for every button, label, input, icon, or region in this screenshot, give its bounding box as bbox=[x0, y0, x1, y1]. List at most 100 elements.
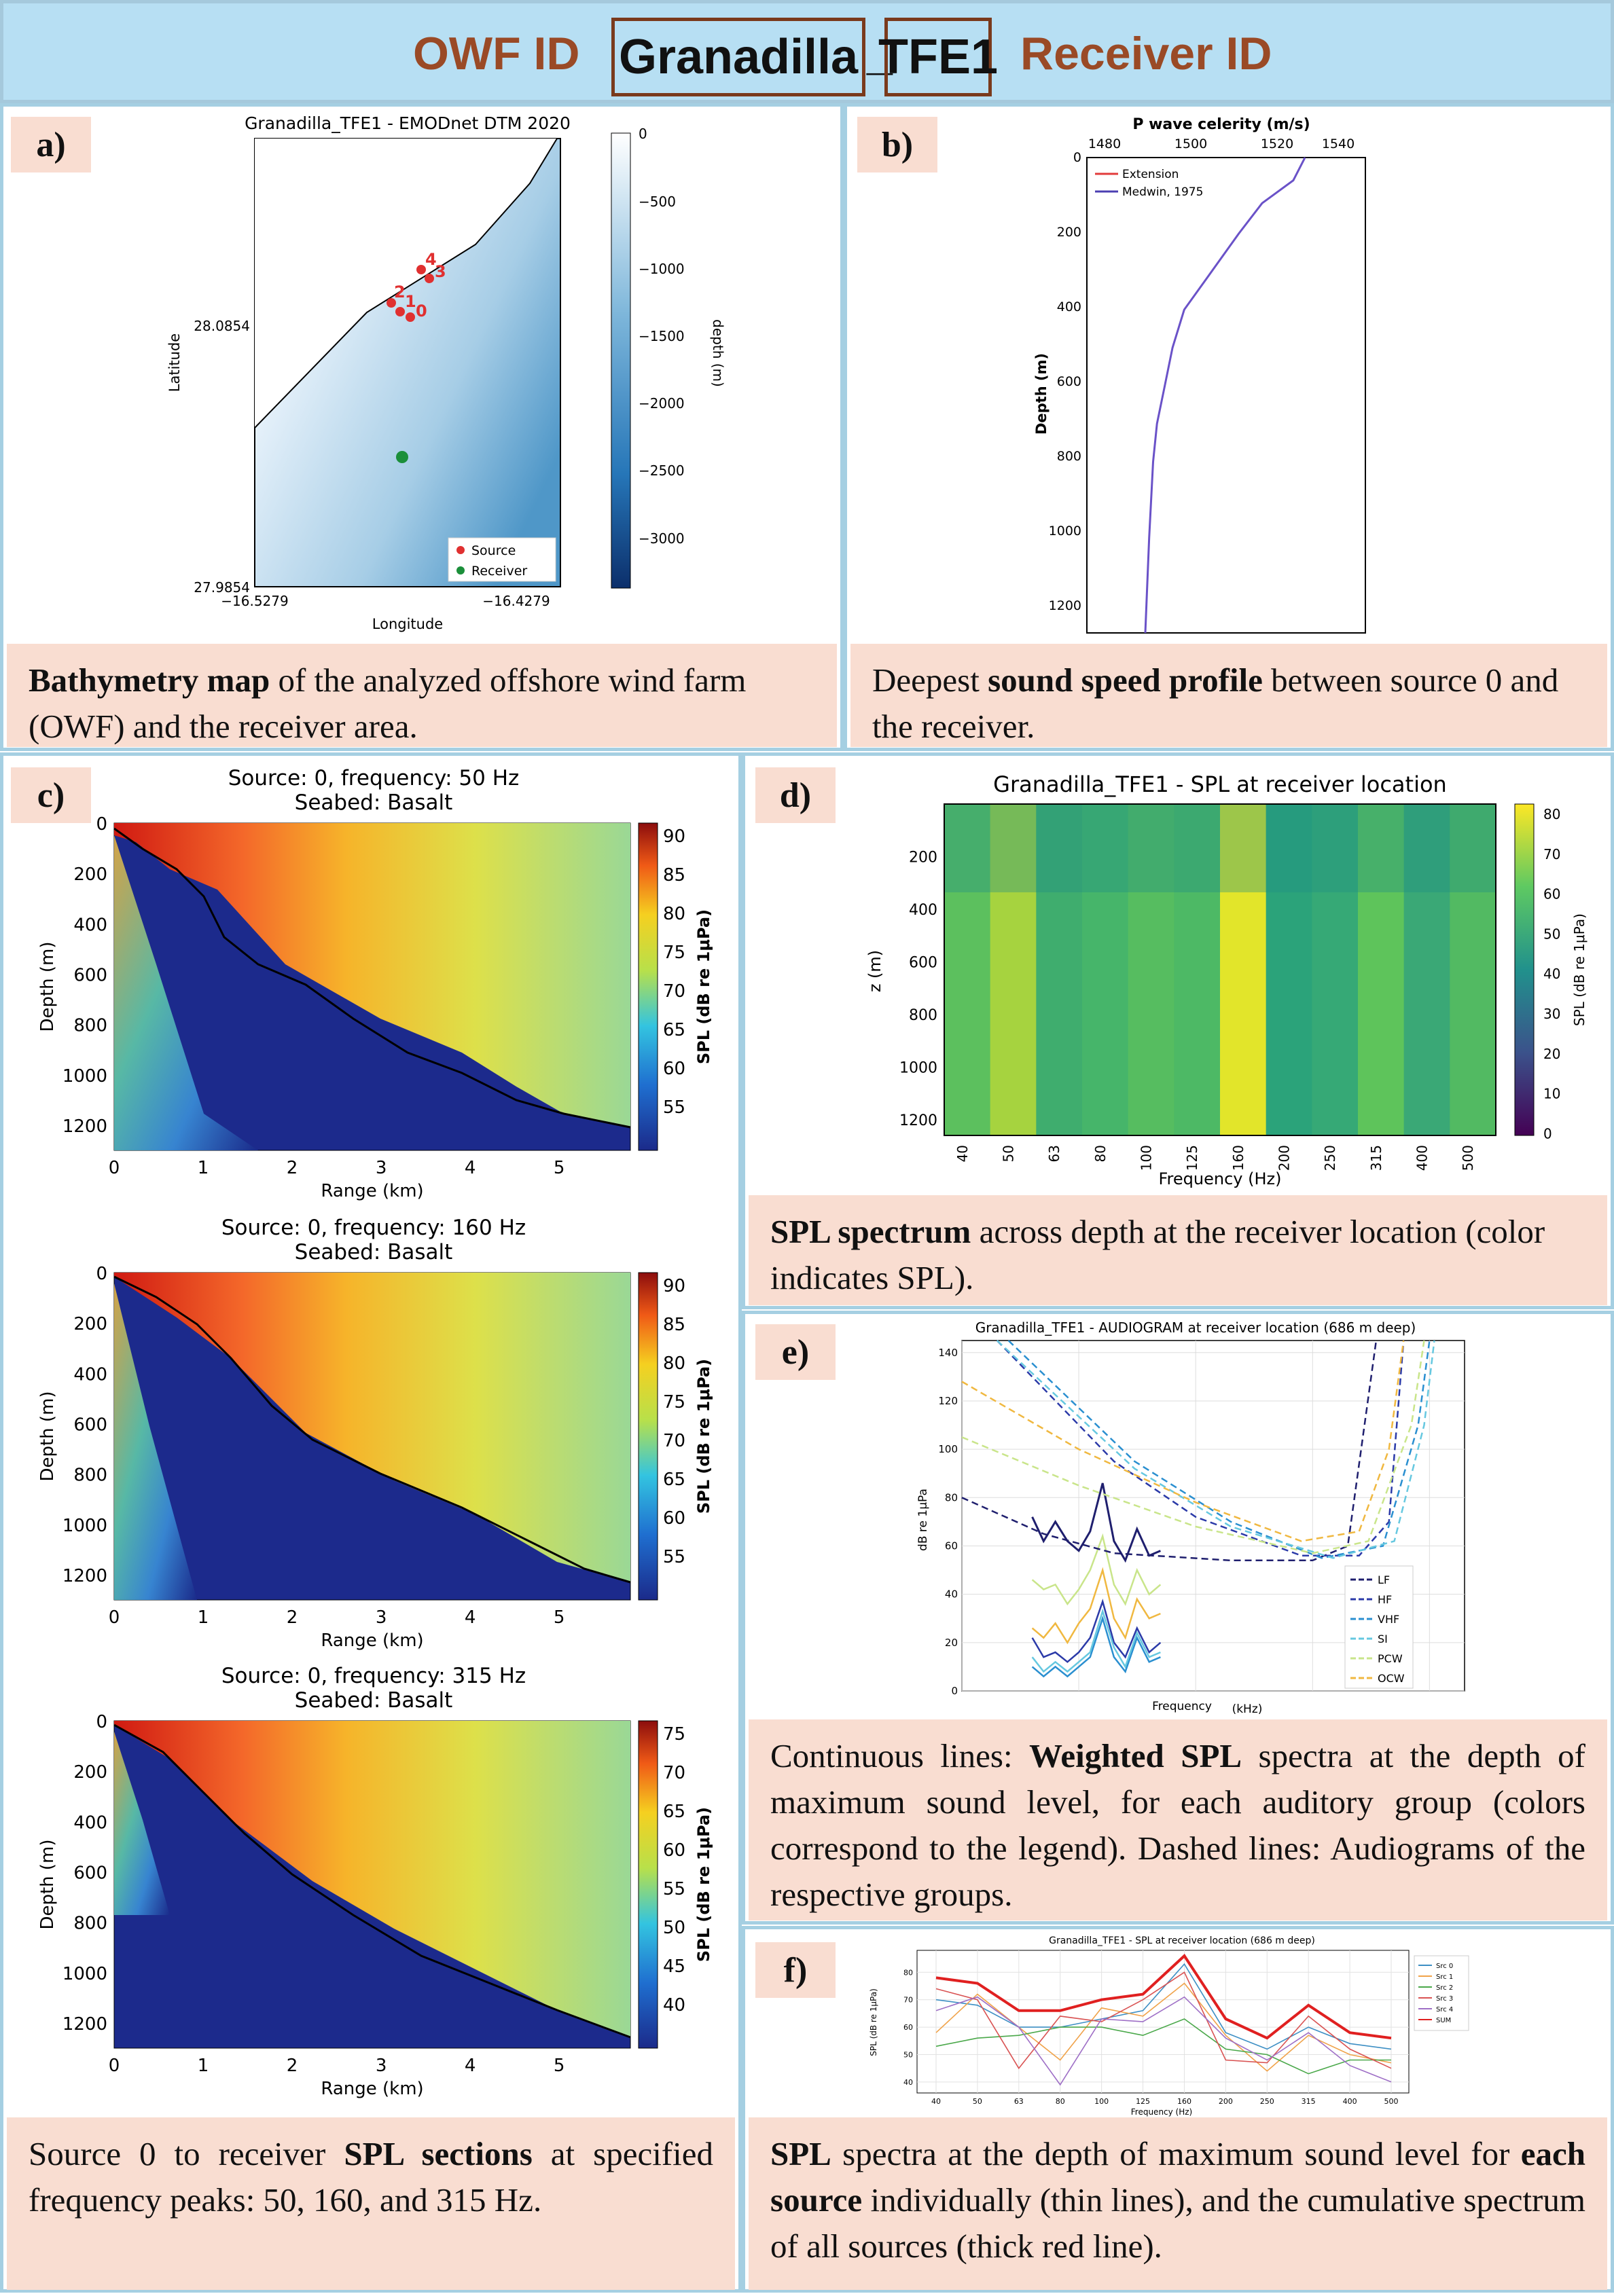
heatmap-xtick: 50 bbox=[1001, 1145, 1017, 1162]
heatmap-shade bbox=[1403, 804, 1450, 892]
section-ylabel: Depth (m) bbox=[37, 1839, 58, 1929]
section-cbar-tick: 75 bbox=[663, 1724, 685, 1745]
legend-label: HF bbox=[1378, 1593, 1392, 1606]
section-ytick: 200 bbox=[73, 1762, 107, 1783]
lon-tick-left: −16.5279 bbox=[221, 593, 288, 609]
heatmap-ytick: 400 bbox=[909, 902, 937, 919]
section-cbar-tick: 55 bbox=[663, 1547, 685, 1567]
audiogram-ocw bbox=[961, 1340, 1405, 1542]
heatmap-shade bbox=[1174, 804, 1221, 892]
section-cbar-tick: 40 bbox=[663, 1995, 685, 2016]
section-xtick: 1 bbox=[198, 1607, 209, 1628]
heatmap-column bbox=[944, 804, 991, 1135]
legend-label: VHF bbox=[1378, 1613, 1399, 1626]
section-xtick: 0 bbox=[109, 1607, 120, 1628]
heatmap-colorbar bbox=[1514, 803, 1535, 1136]
section-cbar-tick: 60 bbox=[663, 1059, 685, 1079]
heatmap-shade bbox=[944, 804, 991, 892]
ssp-xtick: 1520 bbox=[1261, 136, 1293, 151]
section-xtick: 1 bbox=[198, 2056, 209, 2076]
section-xtick: 5 bbox=[554, 1158, 565, 1178]
heatmap-shade bbox=[1312, 804, 1359, 892]
audiogram-vhf bbox=[1007, 1340, 1431, 1559]
section-cbar-tick: 85 bbox=[663, 1315, 685, 1335]
ssp-legend-medwin: Medwin, 1975 bbox=[1122, 185, 1203, 199]
map-ylabel: Latitude bbox=[166, 333, 183, 392]
coastline bbox=[254, 138, 558, 429]
caption-e: Continuous lines: Weighted SPL spectra a… bbox=[749, 1719, 1607, 1920]
spl-xtick: 400 bbox=[1343, 2097, 1357, 2106]
section-ytick: 0 bbox=[96, 1264, 107, 1284]
section-subtitle: Seabed: Basalt bbox=[295, 790, 453, 815]
spl-line-sum bbox=[935, 1954, 1392, 2040]
section-xtick: 4 bbox=[465, 1607, 476, 1628]
section-ytick: 800 bbox=[73, 1016, 107, 1036]
heatmap-ytick: 600 bbox=[909, 954, 937, 971]
spl-line-src-4 bbox=[935, 1996, 1392, 2086]
ssp-xtick: 1480 bbox=[1088, 136, 1121, 151]
section-ytick: 1000 bbox=[62, 1516, 107, 1536]
cbar-tick: −1000 bbox=[639, 261, 685, 277]
section-cbar-tick: 45 bbox=[663, 1956, 685, 1977]
section-ylabel: Depth (m) bbox=[37, 1391, 58, 1481]
ssp-ytick: 0 bbox=[1073, 150, 1081, 165]
audiogram-ytick: 0 bbox=[951, 1685, 958, 1697]
heatmap-ytick: 1200 bbox=[899, 1112, 937, 1129]
heatmap-xtick: 315 bbox=[1368, 1145, 1384, 1171]
panel-c-tag: c) bbox=[11, 767, 91, 823]
spl-xtick: 125 bbox=[1136, 2097, 1150, 2106]
section-cbar-tick: 85 bbox=[663, 865, 685, 886]
ssp-ytick: 200 bbox=[1057, 225, 1081, 240]
section-ytick: 800 bbox=[73, 1914, 107, 1934]
ssp-ytick: 1200 bbox=[1049, 598, 1081, 613]
lon-tick-right: −16.4279 bbox=[482, 593, 550, 609]
heatmap-shade bbox=[1266, 804, 1312, 892]
caption-f: SPL spectra at the depth of maximum soun… bbox=[749, 2117, 1607, 2290]
heatmap-column bbox=[1312, 804, 1359, 1135]
cbar-tick: −2000 bbox=[639, 395, 685, 412]
panel-f-tag: f) bbox=[755, 1942, 836, 1998]
map-title: Granadilla_TFE1 - EMODnet DTM 2020 bbox=[245, 113, 571, 133]
section-cbar-tick: 90 bbox=[663, 826, 685, 847]
audiogram-xunit: (kHz) bbox=[1232, 1702, 1263, 1716]
spl-ytick: 70 bbox=[903, 1996, 913, 2005]
audiogram-xlabel: Frequency bbox=[1152, 1700, 1212, 1713]
source-label-1: 1 bbox=[405, 292, 416, 311]
heatmap-cbar-tick: 80 bbox=[1543, 806, 1560, 822]
spl-xtick: 50 bbox=[973, 2097, 982, 2106]
lat-tick-bottom: 27.9854 bbox=[194, 579, 250, 596]
section-ytick: 600 bbox=[73, 965, 107, 985]
ssp-ytick: 800 bbox=[1057, 449, 1081, 464]
ssp-ytick: 400 bbox=[1057, 299, 1081, 314]
source-label-3: 3 bbox=[435, 262, 446, 281]
heatmap-cbar-tick: 30 bbox=[1543, 1006, 1560, 1022]
spl-line-src-0 bbox=[935, 1963, 1392, 2050]
heatmap-xtick: 250 bbox=[1322, 1145, 1338, 1171]
section-cbar-tick: 55 bbox=[663, 1097, 685, 1118]
section-cbar-tick: 90 bbox=[663, 1276, 685, 1296]
audiogram-ytick: 40 bbox=[945, 1588, 958, 1601]
section-cbar-label: SPL (dB re 1μPa) bbox=[694, 909, 713, 1064]
section-xtick: 1 bbox=[198, 1158, 209, 1178]
heatmap-shade bbox=[1450, 804, 1496, 892]
heatmap-ytick: 800 bbox=[909, 1007, 937, 1024]
spl-ytick: 40 bbox=[903, 2078, 913, 2087]
audiogram-title: Granadilla_TFE1 - AUDIOGRAM at receiver … bbox=[975, 1319, 1416, 1336]
section-ytick: 0 bbox=[96, 1712, 107, 1732]
audiogram-ytick: 80 bbox=[945, 1491, 958, 1504]
spl-ytick: 50 bbox=[903, 2050, 913, 2059]
audiogram-lf bbox=[961, 1340, 1378, 1562]
heatmap-column bbox=[1450, 804, 1496, 1135]
spl-xtick: 315 bbox=[1302, 2097, 1316, 2106]
section-cbar-tick: 65 bbox=[663, 1470, 685, 1490]
heatmap-shade bbox=[990, 804, 1037, 892]
source-label-0: 0 bbox=[416, 302, 427, 321]
sound-speed-chart: P wave celerity (m/s) 1480 1500 1520 154… bbox=[1033, 116, 1366, 634]
heatmap-shade bbox=[1220, 804, 1267, 892]
section-xtick: 5 bbox=[554, 2056, 565, 2076]
ssp-xtick: 1540 bbox=[1322, 136, 1355, 151]
section-ytick: 0 bbox=[96, 814, 107, 835]
section-cbar-tick: 60 bbox=[663, 1840, 685, 1861]
spl-line-src-3 bbox=[935, 1971, 1392, 2070]
caption-b: Deepest sound speed profile between sour… bbox=[850, 644, 1607, 747]
